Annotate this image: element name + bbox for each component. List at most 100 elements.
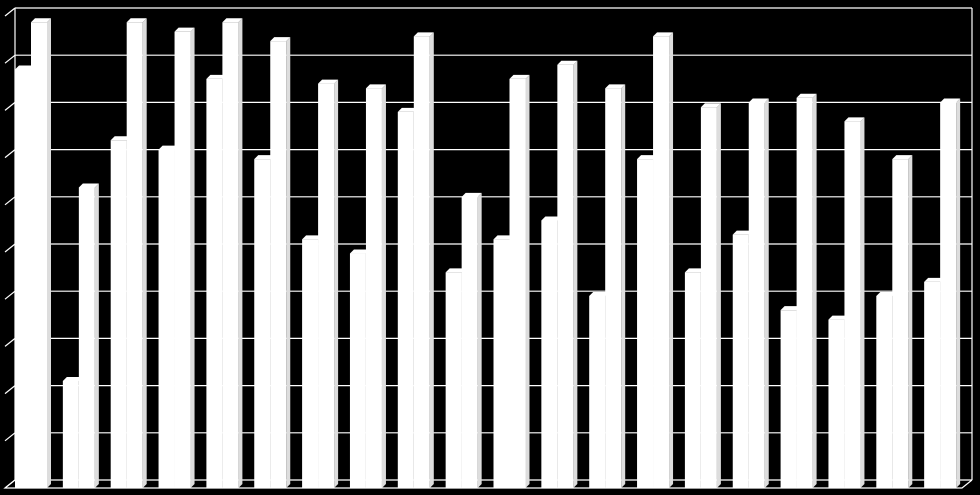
bar-side [381,84,386,488]
bar-top [397,107,418,112]
bar-front [828,319,845,488]
bar-front [732,234,749,488]
bar-side [477,192,482,488]
bar [222,18,243,489]
bar-front [62,380,79,488]
bar-front [445,272,462,488]
gridline-side [4,432,16,442]
bar-top [700,103,721,108]
gridline-side [4,479,16,489]
bar-top [445,268,466,273]
bar-front [397,111,414,489]
bar-front [349,253,366,488]
bar-top [844,117,865,122]
bar-front [302,239,319,488]
bar-side [860,117,865,489]
bar-side [669,32,674,489]
bar-top [158,145,179,150]
bar-front [206,78,223,488]
bar-front [158,149,175,488]
gridline-side [4,385,16,395]
bar-front [940,102,957,488]
bar-top [748,98,769,103]
bar-top [31,18,51,23]
chart-floor-outline [3,8,973,489]
bar-side [47,18,51,489]
bar-top [780,306,801,311]
bar-front [31,22,47,489]
bar-front [126,22,143,489]
bar-top [270,37,291,42]
bar-front [589,296,606,488]
bar [31,18,51,489]
bar-top [924,277,945,282]
bar-front [461,196,478,488]
bar [174,27,195,489]
bar-side [142,18,147,489]
bar-side [573,60,578,488]
bar-side [956,98,961,488]
bar-top [365,84,386,89]
bar [700,103,721,488]
bar-side [429,32,434,489]
bar-top [589,292,610,296]
bar-front [700,107,717,488]
bar [270,37,291,489]
bar-front [844,121,861,489]
bar-side [621,84,626,488]
bar [940,98,961,488]
bar-side [812,93,817,488]
grid-group [3,7,973,489]
bar-front [174,31,191,489]
bar [413,32,434,489]
bar-front [15,69,31,488]
bar-top [78,183,99,188]
bar-front [796,97,813,488]
gridline-side [4,290,16,300]
gridline-side [4,7,16,17]
bar-top [940,98,961,103]
bar-front [541,220,558,489]
bar-front [876,296,893,488]
bar-top [876,292,897,296]
bar [126,18,147,489]
bar-top [653,32,674,37]
bar-front [748,102,765,488]
bar-top [413,32,434,37]
bars-group [15,18,961,489]
bar-top [349,249,370,254]
bar-top [828,315,849,320]
bar-front [413,36,430,489]
gridline-side [4,101,16,111]
bar [461,192,482,488]
bar-top [62,376,83,381]
bar-side [908,155,913,488]
bar-side [764,98,769,488]
bar-front [493,239,510,488]
bar [605,84,626,488]
bar [796,93,817,488]
bar-front [892,159,909,488]
bar-top [509,74,530,79]
bar-top [318,79,339,84]
bar-front [509,78,526,488]
bar-top [206,74,227,79]
bar [653,32,674,489]
bar-top [684,268,705,273]
bar-front [605,88,622,488]
bar-side [286,37,291,489]
gridline-side [4,243,16,253]
bar-top [302,235,323,240]
gridline-side [4,196,16,206]
bar-top [892,155,913,160]
gridline-side [4,149,16,159]
bar-side [94,183,99,488]
bar-front [222,22,239,489]
bar-top [493,235,514,240]
bar-front [637,159,654,488]
bar [892,155,913,488]
bar-top [174,27,195,32]
bar-side [334,79,339,488]
